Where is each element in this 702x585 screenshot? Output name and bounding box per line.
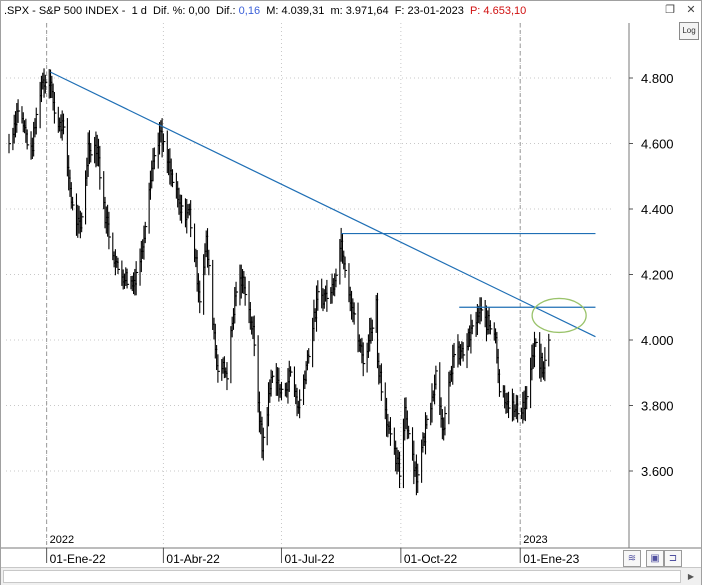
y-tick-label: 4.600 [641, 137, 674, 152]
horizontal-scrollbar[interactable]: ▶ [1, 567, 701, 585]
price-value: 4.653,10 [483, 5, 527, 17]
cursor-icon[interactable]: ⊐ [664, 550, 682, 567]
log-scale-button[interactable]: Log [679, 22, 699, 40]
dif-value: 0,16 [238, 5, 261, 17]
date-label: F: [394, 5, 405, 17]
dif-label: Dif.: [216, 5, 236, 17]
scrollbar-thumb[interactable] [3, 570, 681, 583]
min-value: 3.971,64 [345, 5, 389, 17]
x-tick-label: 01-Ene-22 [50, 552, 106, 566]
x-tick-label: 01-Ene-23 [523, 552, 579, 566]
scroll-right-icon[interactable]: ▶ [687, 572, 695, 581]
y-tick-label: 4.200 [641, 268, 674, 283]
price-chart[interactable]: 4.800 4.600 4.400 4.200 4.000 3.800 3.600 01-En… [1, 1, 701, 567]
close-button[interactable]: ✕ [686, 4, 696, 16]
zoom-icon[interactable]: ≋ [623, 550, 641, 567]
max-label: M: [266, 5, 279, 17]
symbol-name: .SPX - S&P 500 INDEX [4, 5, 119, 17]
highlight-ellipse [531, 297, 587, 334]
save-icon[interactable]: ▣ [646, 550, 664, 567]
restore-button[interactable]: ❐ [665, 4, 675, 16]
x-tick-label: 01-Oct-22 [404, 552, 458, 566]
dif-pct-label: Dif. %: [153, 5, 186, 17]
dif-pct-value: 0,00 [188, 5, 210, 17]
year-label: 2023 [523, 534, 547, 546]
y-tick-label: 4.800 [641, 71, 674, 86]
price-label: P: [469, 5, 481, 17]
min-label: m: [330, 5, 343, 17]
y-tick-label: 3.600 [641, 464, 674, 479]
x-tick-label: 01-Jul-22 [284, 552, 334, 566]
y-tick-label: 3.800 [641, 399, 674, 414]
year-label: 2022 [50, 534, 74, 546]
period: 1 d [131, 5, 147, 17]
price-series [8, 68, 551, 496]
downtrend-line [50, 71, 596, 338]
y-tick-label: 4.400 [641, 202, 674, 217]
x-tick-label: 01-Abr-22 [166, 552, 220, 566]
y-tick-label: 4.000 [641, 333, 674, 348]
max-value: 4.039,31 [281, 5, 325, 17]
plot-area[interactable] [1, 21, 629, 548]
date-value: 23-01-2023 [407, 5, 464, 17]
chart-header: .SPX - S&P 500 INDEX - 1 d Dif. %: 0,00 … [4, 5, 527, 17]
